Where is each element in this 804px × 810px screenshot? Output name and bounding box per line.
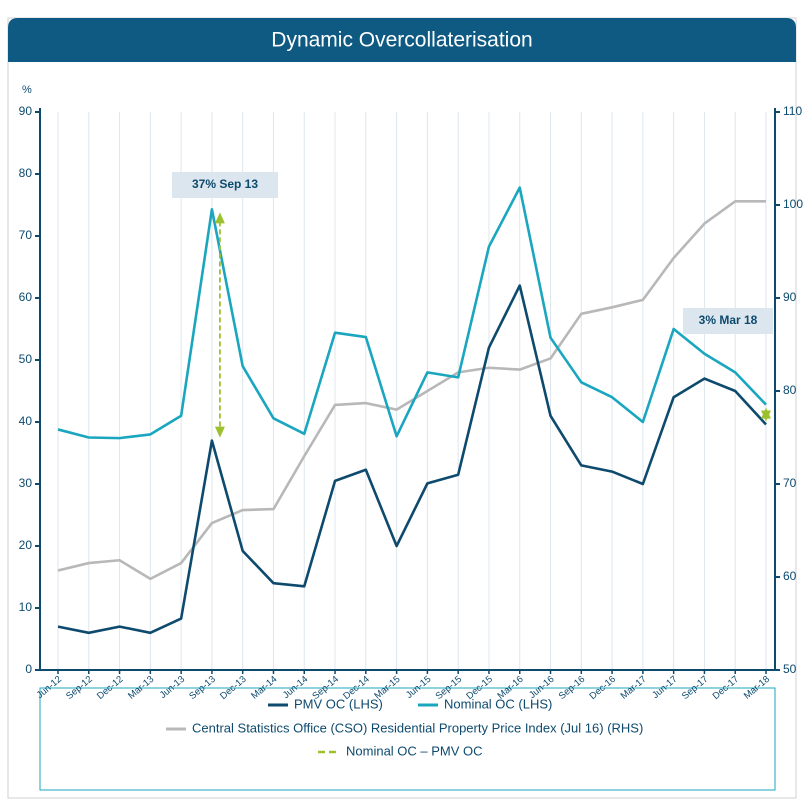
- y-tick-label: 10: [19, 600, 33, 614]
- panel: [7, 17, 797, 799]
- arrow-head: [761, 410, 771, 422]
- legend-label: Nominal OC – PMV OC: [346, 743, 483, 758]
- y-tick-label: 90: [19, 104, 33, 118]
- arrow-head: [214, 212, 225, 224]
- y2-tick-label: 100: [783, 197, 803, 211]
- y2-tick-label: 90: [783, 290, 797, 304]
- y2-tick-label: 80: [783, 383, 797, 397]
- y-tick-label: 20: [19, 538, 33, 552]
- legend-label: Central Statistics Office (CSO) Resident…: [192, 720, 643, 735]
- annotation: 37% Sep 13: [192, 177, 258, 191]
- legend-label: PMV OC (LHS): [294, 696, 383, 711]
- y2-tick-label: 60: [783, 569, 797, 583]
- y-tick-label: 0: [25, 662, 32, 676]
- y2-tick-label: 50: [783, 662, 797, 676]
- y-tick-label: 30: [19, 476, 33, 490]
- annotation-box: [683, 308, 773, 334]
- annotation-box: [172, 172, 278, 198]
- y2-tick-label: 70: [783, 476, 797, 490]
- y-tick-label: 80: [19, 166, 33, 180]
- y-tick-label: 40: [19, 414, 33, 428]
- line-series: [57, 284, 767, 635]
- arrow-head: [214, 426, 225, 438]
- annotation: 3% Mar 18: [699, 313, 758, 327]
- line-series: [57, 186, 767, 440]
- y2-tick-label: 110: [783, 104, 802, 118]
- legend-box: [39, 687, 776, 791]
- y-axis-label: %: [22, 84, 32, 96]
- y-tick-label: 60: [19, 290, 33, 304]
- legend-label: Nominal OC (LHS): [444, 696, 552, 711]
- y-tick-label: 70: [19, 228, 33, 242]
- line-series: [57, 199, 766, 581]
- header: [8, 18, 796, 62]
- chart-title: Dynamic Overcollaterisation: [271, 29, 532, 52]
- y-tick-label: 50: [19, 352, 33, 366]
